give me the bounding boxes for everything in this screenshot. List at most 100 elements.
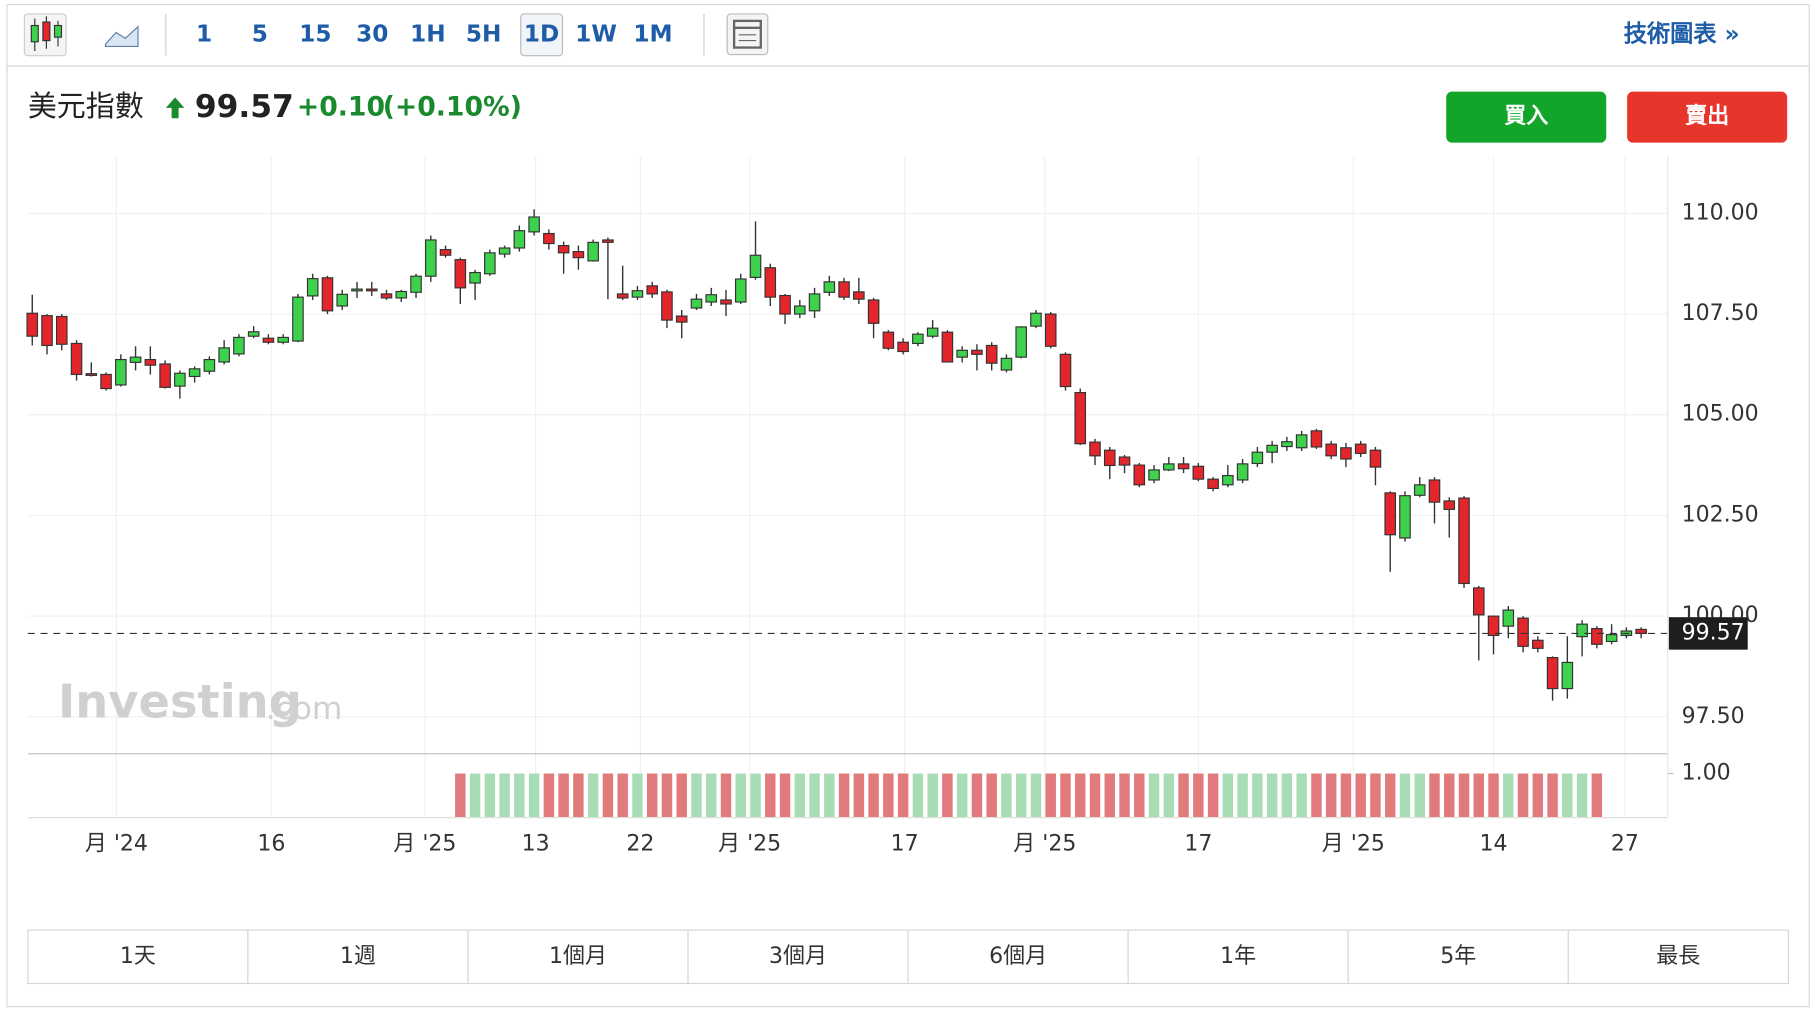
range-tabs: 1天 1週 1個月 3個月 6個月 1年 5年 最長 (27, 929, 1789, 985)
plot: 99.57 (26, 209, 1748, 818)
candle-body (100, 373, 112, 390)
tab-box (27, 929, 249, 985)
buy-button[interactable]: 買入 (1446, 91, 1607, 143)
range-tab[interactable]: 3個月 (687, 929, 909, 985)
candle-body (1059, 353, 1072, 388)
candle-body (321, 277, 334, 312)
interval[interactable]: 1 (196, 20, 212, 47)
candle-body (572, 251, 585, 259)
volume-bar (661, 773, 673, 818)
volume-bar (824, 773, 835, 818)
candle-body (956, 349, 968, 358)
volume-bar (1399, 773, 1411, 818)
candle-body (1369, 449, 1382, 468)
interval[interactable]: 30 (356, 20, 388, 47)
candle-body (1635, 628, 1647, 635)
candle-body (1266, 444, 1278, 453)
volume-bar (1576, 773, 1588, 818)
tab-label: 1個月 (549, 944, 607, 969)
candle-body (1133, 464, 1146, 486)
candle-icon[interactable] (23, 13, 67, 57)
volume-bar (868, 773, 879, 818)
volume-bar (1193, 773, 1204, 818)
volume-bar (484, 773, 496, 818)
volume-bar (1222, 773, 1234, 818)
candle-body (380, 293, 393, 299)
volume-bar (942, 773, 953, 818)
candle-body (1074, 392, 1087, 445)
candle-body (1295, 434, 1308, 449)
candle-body (823, 281, 836, 293)
range-tab[interactable]: 1週 (247, 929, 469, 985)
button-label: 賣出 (1684, 104, 1729, 129)
candle-body (971, 349, 983, 355)
candle-body (1177, 463, 1190, 470)
range-tab[interactable]: 1天 (27, 929, 249, 985)
volume-bar (469, 773, 481, 818)
y-tick-label: 105.00 (1682, 402, 1759, 427)
volume-bar (1030, 773, 1042, 818)
candle-body (306, 278, 319, 297)
volume-bar (617, 773, 628, 818)
candle-body (336, 293, 349, 307)
line-icon[interactable] (104, 25, 139, 47)
candle-body (646, 285, 658, 295)
candle-body (1354, 443, 1367, 454)
layout-icon[interactable] (726, 13, 769, 56)
candle-body (941, 331, 954, 363)
instrument-name: 美元指數 (28, 89, 144, 123)
range-tab[interactable]: 1個月 (467, 929, 689, 985)
change-pct: (+0.10%) (383, 91, 522, 122)
candle-body (41, 315, 53, 347)
volume-bar (602, 773, 614, 818)
range-tab[interactable]: 5年 (1347, 929, 1569, 985)
interval[interactable]: 1H (410, 20, 446, 47)
candle-body (1605, 634, 1618, 643)
candle-body (1546, 657, 1559, 690)
candle-body (897, 341, 909, 353)
candle-body (749, 254, 762, 278)
range-tab[interactable]: 6個月 (907, 929, 1129, 985)
interval[interactable]: 1D (524, 20, 559, 47)
interval[interactable]: 5H (466, 20, 502, 47)
candle-body (469, 271, 481, 284)
volume-bar (1281, 773, 1293, 818)
interval[interactable]: 15 (299, 20, 331, 47)
watermark: Investing (58, 675, 302, 729)
candle-body (631, 290, 644, 298)
tab-box (247, 929, 469, 985)
y-tick-label: 107.50 (1682, 301, 1759, 326)
volume-bar (927, 773, 938, 818)
tab-label: 1天 (120, 944, 156, 969)
volume-bar (838, 773, 850, 818)
sell-button[interactable]: 賣出 (1627, 91, 1788, 143)
volume-bar (646, 773, 658, 818)
y-tick-label: 97.50 (1682, 704, 1745, 729)
tab-box (1567, 929, 1789, 985)
tab-box (467, 929, 689, 985)
volume-bar (1414, 773, 1425, 818)
volume-bar (1355, 773, 1366, 818)
candle-body (395, 290, 408, 299)
candle-body (882, 331, 895, 349)
candle-body (1310, 430, 1323, 448)
volume-bar (794, 773, 806, 818)
vol-tick-label: 1.00 (1682, 761, 1731, 786)
tab-box (1347, 929, 1569, 985)
interval[interactable]: 1M (633, 20, 672, 47)
volume-bar (499, 773, 510, 818)
range-tab[interactable]: 1年 (1127, 929, 1349, 985)
x-tick-label: 月 '25 (1322, 831, 1385, 856)
range-tab[interactable]: 最長 (1567, 929, 1789, 985)
icon-stroke (732, 19, 762, 49)
candle-body (1222, 474, 1234, 486)
volume-bar (587, 773, 599, 818)
x-tick-label: 22 (626, 831, 654, 856)
interval[interactable]: 1W (575, 20, 617, 47)
candle-body (1561, 661, 1574, 690)
candle-body (1118, 456, 1131, 466)
volume-bar (1562, 773, 1573, 818)
tech-chart-link[interactable]: 技術圖表 » (1624, 20, 1740, 47)
interval[interactable]: 5 (252, 20, 268, 47)
icon-body (42, 21, 51, 42)
